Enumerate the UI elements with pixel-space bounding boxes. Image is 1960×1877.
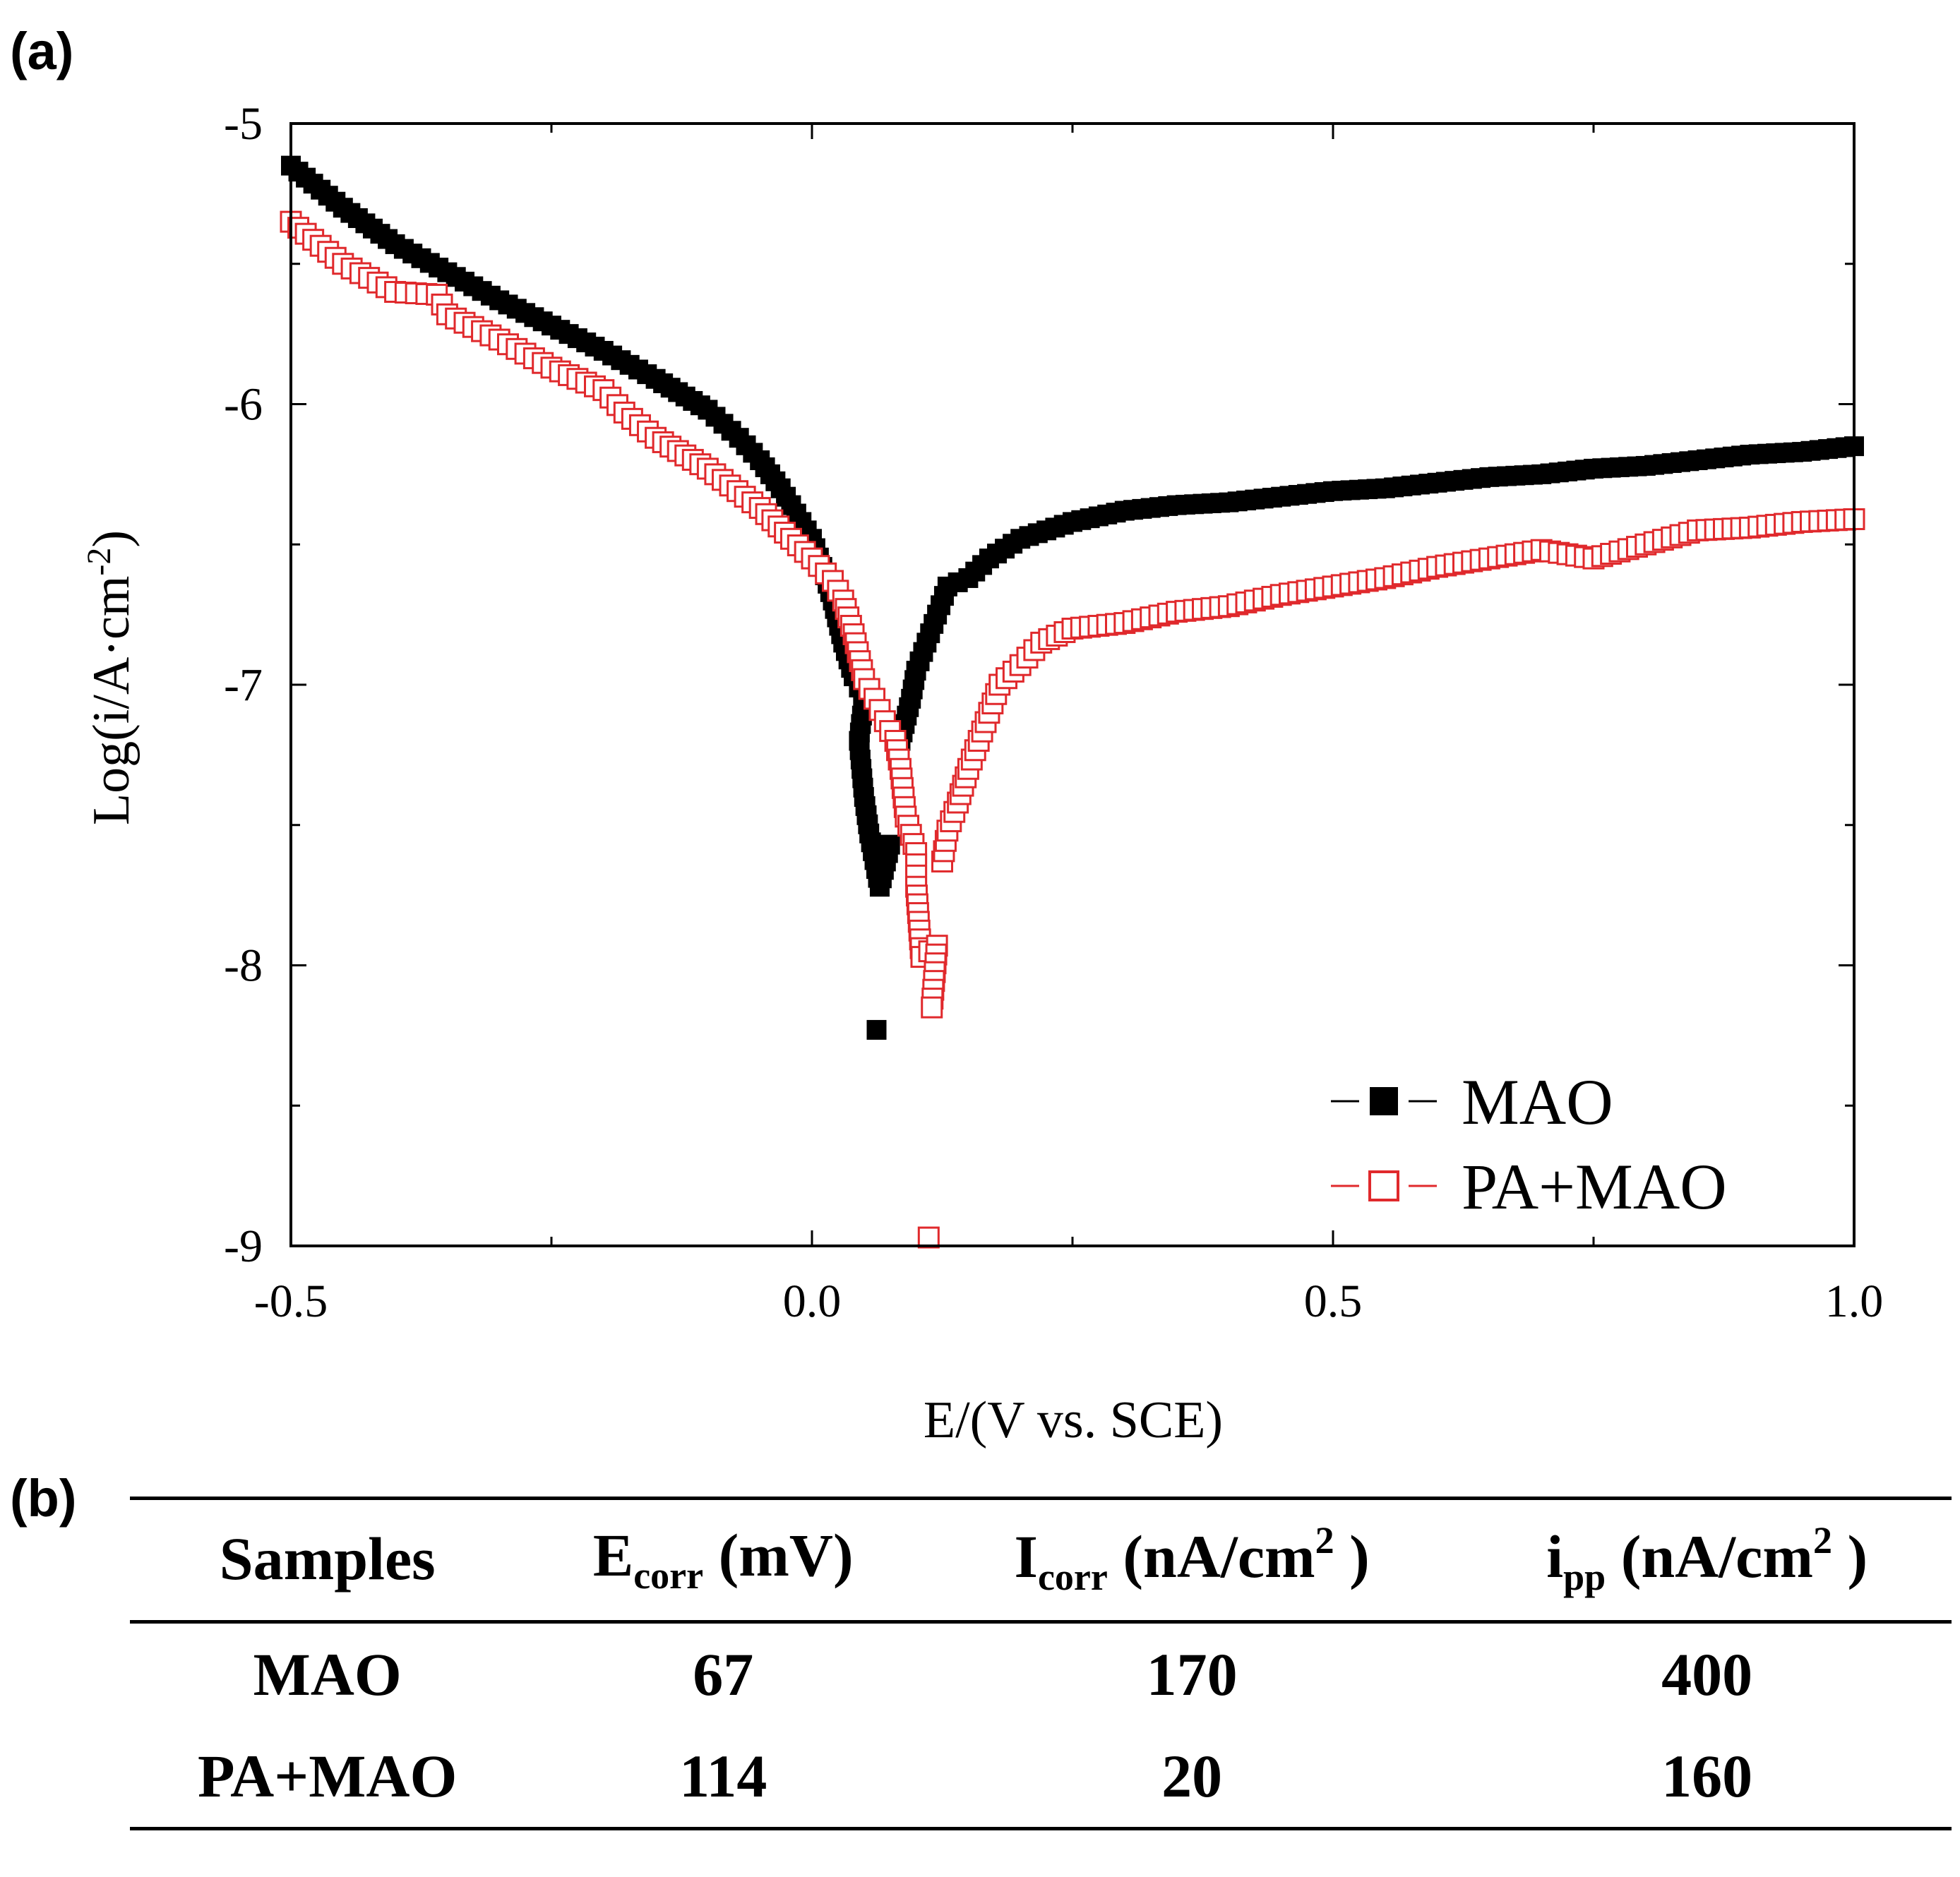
data-point	[917, 1226, 940, 1249]
x-tick-label: 0.0	[783, 1276, 842, 1327]
polarization-chart: -0.5 0.0 0.5 1.0 -5 -6 -7 -8 -9 MAO PA+MAO E/(V v…	[80, 98, 1883, 1449]
legend-label: MAO	[1462, 1066, 1613, 1138]
series-mao	[281, 155, 1864, 1040]
plot-area	[280, 155, 1865, 1249]
y-tick-label: -7	[224, 659, 263, 711]
legend-marker	[1370, 1087, 1398, 1115]
data-point	[880, 834, 900, 855]
x-tick-label: 1.0	[1825, 1276, 1884, 1327]
corrosion-table: Samples Ecorr (mV) Icorr (nA/cm2 ) ipp (…	[130, 1497, 1952, 1830]
table-header-row: Samples Ecorr (mV) Icorr (nA/cm2 ) ipp (…	[130, 1497, 1952, 1624]
cell-icorr: 20	[921, 1725, 1463, 1830]
x-tick-label: 0.5	[1304, 1276, 1363, 1327]
header-ecorr: Ecorr (mV)	[525, 1497, 921, 1624]
cell-ecorr: 67	[693, 1641, 754, 1708]
plot-frame	[289, 122, 1856, 1247]
panel-a-label: (a)	[10, 22, 74, 80]
header-ipp: ipp (nA/cm2 )	[1462, 1497, 1952, 1624]
data-point	[866, 1019, 887, 1040]
cell-ipp: 160	[1462, 1725, 1952, 1830]
legend-marker	[1368, 1170, 1399, 1201]
legend: MAO PA+MAO	[1331, 1066, 1727, 1223]
x-tick-label: -0.5	[254, 1276, 328, 1327]
y-axis-title-sup: -2	[80, 548, 118, 576]
y-tick-label: -6	[224, 379, 263, 431]
header-icorr: Icorr (nA/cm2 )	[921, 1497, 1463, 1624]
cell-sample: MAO	[253, 1641, 402, 1708]
cell-ecorr: 114	[525, 1725, 921, 1830]
corrosion-parameters-table: Samples Ecorr (mV) Icorr (nA/cm2 ) ipp (…	[130, 1497, 1952, 1830]
y-axis-title-close: )	[83, 530, 141, 548]
y-tick-label: -5	[224, 98, 263, 150]
cell-ipp: 400	[1661, 1641, 1753, 1708]
legend-label: PA+MAO	[1462, 1151, 1727, 1223]
data-point	[921, 996, 943, 1019]
y-axis-title: Log(i/A·cm-2)	[80, 530, 141, 825]
x-axis-title: E/(V vs. SCE)	[924, 1391, 1223, 1449]
y-axis-title-main: Log(i/A·cm	[83, 576, 141, 825]
cell-icorr: 170	[1146, 1641, 1238, 1708]
y-tick-label: -9	[224, 1221, 263, 1272]
table-row: MAO 67 170 400	[130, 1622, 1952, 1726]
header-samples: Samples	[130, 1497, 525, 1624]
panel-b-label: (b)	[10, 1469, 77, 1528]
y-tick-label: -8	[224, 940, 263, 992]
cell-sample: PA+MAO	[130, 1725, 525, 1830]
table-row: PA+MAO 114 20 160	[130, 1725, 1952, 1830]
series-pa-mao	[280, 210, 1865, 1249]
axes: -0.5 0.0 0.5 1.0 -5 -6 -7 -8 -9	[224, 98, 1883, 1327]
